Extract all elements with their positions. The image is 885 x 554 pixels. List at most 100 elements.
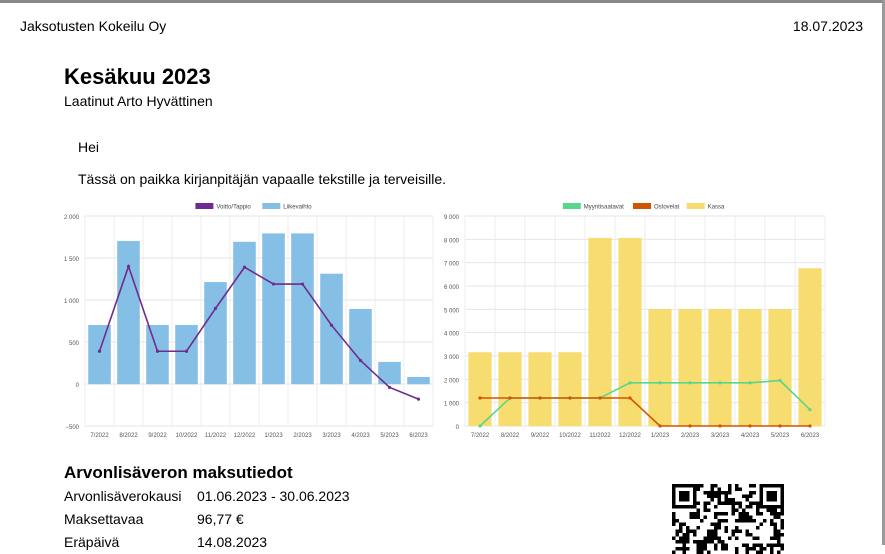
y-tick-label: 1 000: [444, 402, 460, 408]
qr-module: [704, 547, 708, 551]
qr-module: [718, 523, 722, 527]
qr-module: [746, 519, 750, 523]
qr-module: [711, 498, 715, 502]
x-tick-label: 11/2022: [205, 433, 227, 439]
qr-module: [753, 537, 757, 541]
legend-swatch: [633, 203, 651, 209]
qr-module: [718, 537, 722, 541]
x-tick-label: 6/2023: [409, 433, 428, 439]
x-tick-label: 5/2023: [771, 433, 790, 439]
qr-module: [676, 533, 680, 537]
qr-module: [739, 530, 743, 534]
qr-module: [676, 540, 680, 544]
bar: [709, 309, 732, 426]
qr-module: [714, 526, 718, 530]
qr-module: [746, 516, 750, 520]
qr-module: [732, 502, 736, 506]
qr-module: [707, 509, 711, 513]
qr-module: [756, 502, 760, 506]
line-point: [538, 396, 541, 399]
x-tick-label: 11/2022: [589, 433, 611, 439]
qr-module: [718, 502, 722, 506]
qr-module: [683, 533, 687, 537]
qr-module: [721, 544, 725, 548]
qr-module: [770, 544, 774, 548]
qr-module: [735, 537, 739, 541]
qr-module: [732, 530, 736, 534]
qr-module: [704, 502, 708, 506]
qr-module: [760, 551, 764, 554]
line-point: [301, 282, 304, 285]
qr-module: [735, 519, 739, 523]
payment-qr-code[interactable]: [672, 484, 784, 554]
qr-module: [721, 519, 725, 523]
line-point: [628, 396, 631, 399]
bar: [559, 353, 582, 427]
qr-module: [721, 512, 725, 516]
qr-module: [756, 526, 760, 530]
legend-label: Ostovelat: [654, 205, 680, 211]
line-point: [688, 424, 691, 427]
qr-module: [781, 509, 785, 513]
qr-module: [676, 530, 680, 534]
qr-module: [718, 526, 722, 530]
qr-module: [760, 544, 764, 548]
vat-amount-label: Maksettavaa: [64, 511, 197, 527]
message-text: Tässä on paikka kirjanpitäjän vapaalle t…: [78, 171, 446, 187]
qr-module: [704, 509, 708, 513]
line-point: [214, 307, 217, 310]
qr-module: [693, 530, 697, 534]
vat-period-label: Arvonlisäverokausi: [64, 488, 197, 504]
qr-module: [686, 533, 690, 537]
qr-module: [781, 519, 785, 523]
x-tick-label: 8/2022: [119, 433, 138, 439]
x-tick-label: 2/2023: [681, 433, 700, 439]
qr-module: [746, 530, 750, 534]
qr-module: [749, 516, 753, 520]
qr-module: [756, 505, 760, 509]
qr-module: [725, 498, 729, 502]
vat-amount-value: 96,77 €: [197, 511, 244, 527]
qr-module: [774, 526, 778, 530]
qr-module: [735, 484, 739, 488]
qr-module: [721, 491, 725, 495]
qr-module: [697, 540, 701, 544]
x-tick-label: 12/2022: [234, 433, 256, 439]
qr-module: [718, 512, 722, 516]
qr-module: [672, 551, 676, 554]
qr-module: [777, 540, 781, 544]
qr-module: [707, 491, 711, 495]
line-point: [808, 408, 811, 411]
x-tick-label: 4/2023: [351, 433, 370, 439]
qr-module: [672, 523, 676, 527]
qr-module: [711, 537, 715, 541]
qr-module: [672, 516, 676, 520]
qr-module: [739, 488, 743, 492]
y-tick-label: 500: [69, 341, 80, 347]
qr-module: [732, 512, 736, 516]
qr-module: [714, 533, 718, 537]
qr-module: [683, 523, 687, 527]
y-tick-label: 0: [76, 383, 80, 389]
x-tick-label: 7/2022: [471, 433, 490, 439]
qr-module: [697, 484, 701, 488]
qr-module: [690, 516, 694, 520]
y-tick-label: 7 000: [444, 262, 460, 268]
qr-module: [714, 530, 718, 534]
qr-module: [672, 512, 676, 516]
qr-module: [679, 547, 683, 551]
bar: [769, 309, 792, 426]
qr-module: [711, 488, 715, 492]
qr-module: [774, 516, 778, 520]
line-point: [478, 396, 481, 399]
qr-module: [683, 540, 687, 544]
report-title: Kesäkuu 2023: [64, 64, 211, 90]
qr-module: [742, 495, 746, 499]
y-tick-label: 9 000: [444, 215, 460, 221]
qr-module: [700, 484, 704, 488]
qr-module: [697, 551, 701, 554]
qr-module: [739, 505, 743, 509]
line-point: [272, 282, 275, 285]
line-point: [330, 324, 333, 327]
